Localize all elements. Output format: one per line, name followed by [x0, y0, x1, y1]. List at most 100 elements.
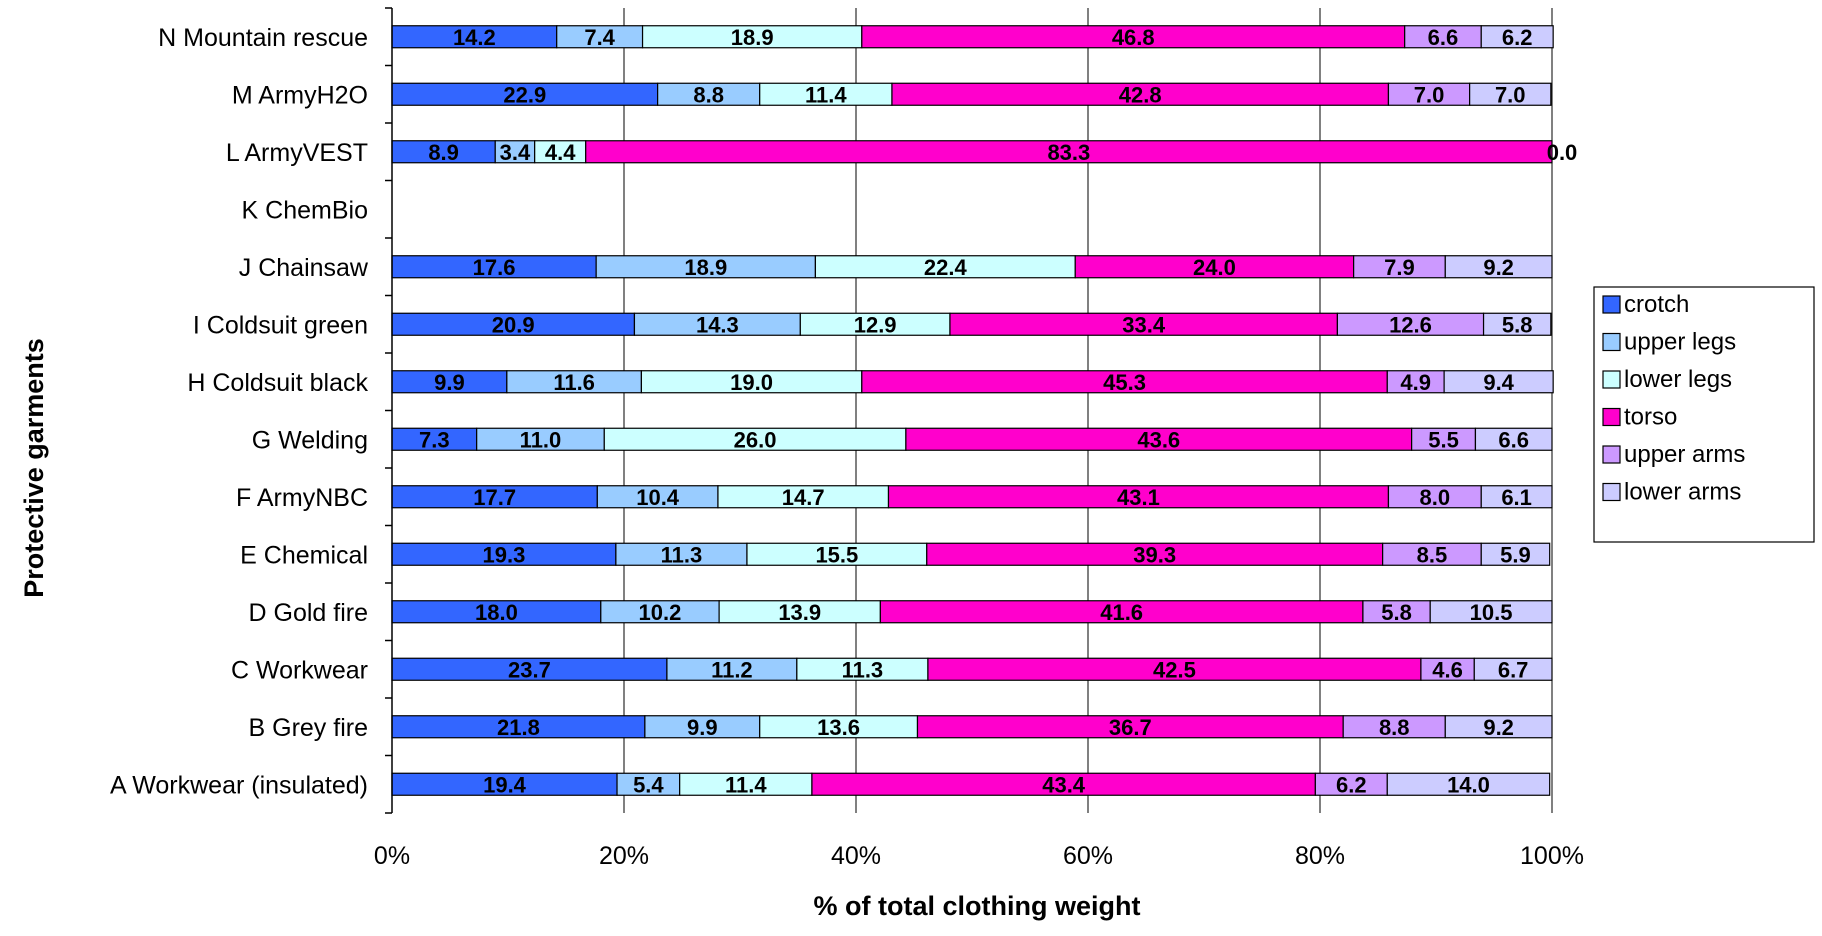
- data-label: 39.3: [1133, 542, 1176, 567]
- data-label: 20.9: [492, 312, 535, 337]
- x-tick-label: 20%: [599, 842, 649, 870]
- data-label: 18.9: [731, 25, 774, 50]
- data-label: 7.0: [1495, 82, 1526, 107]
- bar-segment: [1444, 715, 1553, 739]
- data-label: 11.0: [520, 427, 562, 452]
- legend-swatch: [1602, 332, 1621, 352]
- legend-swatch: [1602, 407, 1621, 427]
- x-tick-label: 80%: [1295, 842, 1345, 870]
- data-label: 9.9: [434, 370, 465, 395]
- bar-segment: [1429, 600, 1553, 624]
- data-label: 33.4: [1122, 312, 1166, 337]
- legend-label: lower arms: [1624, 479, 1741, 506]
- bar-segment: [1443, 370, 1554, 394]
- bar-segment: [1444, 255, 1553, 279]
- data-label: 13.9: [778, 600, 821, 625]
- data-label: 43.4: [1042, 772, 1086, 797]
- y-category-label: G Welding: [252, 426, 368, 454]
- data-label: 9.2: [1483, 255, 1514, 280]
- data-label: 41.6: [1100, 600, 1143, 625]
- data-label: 13.6: [817, 715, 860, 740]
- y-category-label: L ArmyVEST: [226, 139, 368, 167]
- data-label: 7.3: [419, 427, 450, 452]
- data-label: 22.9: [503, 82, 546, 107]
- data-label: 14.7: [782, 485, 825, 510]
- data-label: 19.3: [483, 542, 526, 567]
- data-label: 18.0: [475, 600, 518, 625]
- data-label: 7.4: [584, 25, 615, 50]
- y-category-label: E Chemical: [240, 541, 368, 569]
- data-label: 46.8: [1112, 25, 1155, 50]
- data-label: 8.0: [1420, 485, 1451, 510]
- data-label: 6.2: [1336, 772, 1367, 797]
- data-label: 17.7: [473, 485, 516, 510]
- data-label: 9.4: [1483, 370, 1514, 395]
- data-label: 5.5: [1428, 427, 1459, 452]
- y-category-label: D Gold fire: [249, 599, 368, 627]
- data-label: 7.0: [1414, 82, 1445, 107]
- y-category-label: F ArmyNBC: [236, 484, 368, 512]
- data-label: 45.3: [1103, 370, 1146, 395]
- bar-segment: [1480, 485, 1553, 509]
- x-tick-label: 0%: [374, 842, 410, 870]
- y-category-label: N Mountain rescue: [158, 24, 368, 52]
- data-label: 10.2: [639, 600, 682, 625]
- legend-swatch: [1602, 445, 1621, 464]
- data-label: 24.0: [1193, 255, 1236, 280]
- data-label: 8.5: [1417, 542, 1448, 567]
- data-label: 0.0: [1547, 140, 1578, 165]
- data-label: 12.9: [854, 312, 897, 337]
- data-label: 22.4: [924, 255, 968, 280]
- data-label: 11.3: [661, 542, 703, 567]
- legend-label: crotch: [1624, 291, 1689, 318]
- legend-label: torso: [1624, 404, 1677, 431]
- data-label: 14.2: [453, 25, 496, 50]
- data-label: 6.6: [1498, 427, 1529, 452]
- y-axis-title: Protective garments: [19, 338, 49, 598]
- data-label: 4.4: [545, 140, 576, 165]
- data-label: 17.6: [473, 255, 516, 280]
- bar-segment: [1480, 25, 1554, 49]
- bar-segment: [1480, 542, 1551, 566]
- data-label: 42.5: [1153, 657, 1196, 682]
- legend-swatch: [1602, 295, 1621, 314]
- data-label: 6.2: [1502, 25, 1533, 50]
- bars: [391, 25, 1554, 796]
- bar-segment: [1473, 657, 1553, 681]
- bar-segment: [1386, 772, 1551, 796]
- data-label: 3.4: [500, 140, 531, 165]
- data-label: 11.2: [711, 657, 753, 682]
- data-label: 15.5: [815, 542, 858, 567]
- data-label: 5.9: [1500, 542, 1531, 567]
- data-label: 8.9: [428, 140, 459, 165]
- data-label: 11.3: [842, 657, 884, 682]
- bar-segment: [1474, 427, 1553, 451]
- data-label: 8.8: [1379, 715, 1410, 740]
- x-tick-label: 40%: [831, 842, 881, 870]
- data-label: 26.0: [734, 427, 777, 452]
- data-label: 4.9: [1400, 370, 1431, 395]
- data-labels: 14.2 7.4 18.9 46.8 6.6 6.2 22.9 8.8 11.4 42.8 7.0 7…: [419, 25, 1577, 798]
- data-label: 23.7: [508, 657, 551, 682]
- legend-label: lower legs: [1624, 366, 1732, 393]
- data-label: 18.9: [684, 255, 727, 280]
- data-label: 10.5: [1470, 600, 1513, 625]
- x-axis-title: % of total clothing weight: [814, 891, 1141, 921]
- legend-label: upper arms: [1624, 441, 1745, 468]
- y-category-label: M ArmyH2O: [232, 81, 368, 109]
- y-category-label: A Workwear (insulated): [110, 771, 368, 799]
- legend-label: upper legs: [1624, 329, 1736, 356]
- data-label: 4.6: [1432, 657, 1463, 682]
- data-label: 19.0: [730, 370, 773, 395]
- legend: crotch upper legs lower legs torso upper arm…: [1593, 286, 1815, 543]
- bar-segment: [1482, 312, 1552, 336]
- y-category-label: B Grey fire: [249, 714, 368, 742]
- y-category-label: H Coldsuit black: [187, 369, 368, 397]
- data-label: 10.4: [636, 485, 680, 510]
- y-category-label: C Workwear: [231, 656, 368, 684]
- data-label: 14.0: [1447, 772, 1490, 797]
- data-label: 43.1: [1117, 485, 1160, 510]
- data-label: 6.1: [1501, 485, 1532, 510]
- data-label: 6.7: [1498, 657, 1529, 682]
